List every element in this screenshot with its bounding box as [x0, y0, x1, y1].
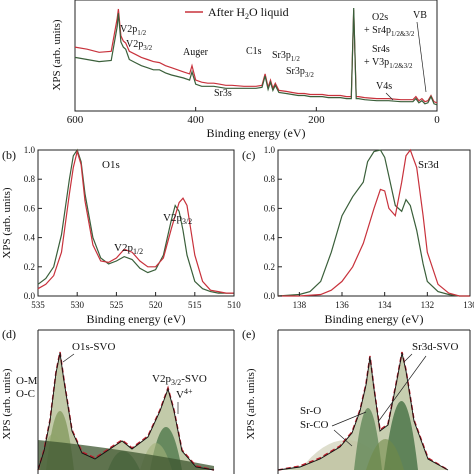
panel-e-component-sr-co — [366, 439, 404, 470]
panel-b-xtick-label: 530 — [70, 300, 84, 310]
panel-b-xtick-label: 535 — [31, 300, 45, 310]
panel-c-ytick-label: 0.6 — [264, 203, 276, 213]
panel-d-background — [38, 440, 214, 470]
panel-c-ticks: 138 136 134 132 130 0.0 0.2 0.4 0.6 0.8 1.0 — [264, 145, 474, 310]
panel-c-ytick-label: 0.8 — [264, 174, 276, 184]
panel-c-frame — [277, 149, 471, 297]
panel-d-tag: (d) — [2, 327, 16, 341]
panel-b-tag: (b) — [2, 148, 16, 162]
annot-v2p12: V2p1/2 — [120, 24, 147, 37]
panel-c-ytick-label: 0.4 — [264, 233, 276, 243]
panel-c: (c) 138 136 134 132 130 0.0 0.2 0.4 0.6 0.8 1.0 Bi… — [242, 145, 474, 326]
panel-c-series-line-0 — [277, 149, 470, 297]
panel-c-xtick-label: 130 — [463, 300, 474, 310]
annot-v4: V4+ — [176, 387, 193, 401]
panel-a-xtick-label: 600 — [67, 114, 84, 126]
panel-b-xtick-label: 525 — [110, 300, 124, 310]
panel-b-ylabel: XPS (arb. units) — [1, 187, 13, 259]
annot-sr3d: Sr3d — [418, 159, 439, 171]
annot-b-v2p12: V2p1/2 — [114, 242, 143, 256]
annot-sr3d-svo-pointer-2 — [377, 355, 427, 423]
panel-a-xlabel: Binding energy (eV) — [206, 126, 305, 140]
annot-sr4p: + Sr4p1/2&3/2 — [364, 25, 415, 38]
annot-o2s: O2s — [372, 12, 388, 23]
panel-e: (e) XPS (arb. units) Sr3d-SVO Sr-O Sr-CO — [242, 327, 471, 474]
panel-b-ytick-label: 0.2 — [24, 262, 35, 272]
panel-b-frame — [37, 149, 235, 297]
annot-auger: Auger — [183, 47, 209, 58]
panel-a-series-line-1 — [74, 7, 438, 106]
panel-b-xlabel: Binding energy (eV) — [86, 312, 185, 326]
panel-e-ylabel: XPS (arb. units) — [245, 368, 257, 440]
annot-sr3p12: Sr3p1/2 — [272, 50, 300, 63]
panel-d: (d) XPS (arb. units) O1s-SVO O-M O-C V2p… — [1, 327, 235, 474]
panel-c-xtick-label: 134 — [378, 300, 392, 310]
panel-a-xtick-label: 400 — [187, 114, 204, 126]
panel-b-series-line-1 — [37, 149, 234, 294]
annot-o1s: O1s — [102, 159, 120, 171]
panel-b-ytick-label: 1.0 — [24, 145, 36, 155]
panel-a: 600 400 200 0 XPS (arb. units) Binding ener… — [51, 0, 440, 140]
panel-b-ytick-label: 0.4 — [24, 233, 36, 243]
panel-c-ytick-label: 0.2 — [264, 262, 275, 272]
annot-d-v2p32: V2p3/2-SVO — [152, 373, 207, 387]
panel-c-xtick-label: 132 — [421, 300, 435, 310]
panel-c-tag: (c) — [242, 148, 255, 162]
annot-v4s: V4s — [376, 81, 392, 92]
panel-d-ylabel: XPS (arb. units) — [1, 368, 13, 440]
panel-c-xtick-label: 136 — [335, 300, 349, 310]
annot-v2p32: V2p3/2 — [126, 39, 153, 52]
annot-vb-pointer — [416, 21, 427, 93]
panel-c-series-line-1 — [278, 148, 470, 297]
panel-b-xtick-label: 510 — [227, 300, 241, 310]
annot-v4s-pointer — [385, 92, 394, 101]
annot-oc: O-C — [16, 388, 35, 400]
annot-sr3s: Sr3s — [214, 88, 232, 99]
panel-b-ticks: 535 530 525 520 515 510 0.0 0.2 0.4 0.6 0.8 1.0 — [24, 145, 242, 310]
annot-o1s-svo: O1s-SVO — [72, 341, 115, 353]
annot-sr-co-pointer — [331, 411, 367, 427]
panel-a-frame — [74, 0, 438, 112]
panel-a-ylabel: XPS (arb. units) — [51, 19, 63, 91]
annot-sr4s: Sr4s — [372, 44, 390, 55]
panel-b-ytick-label: 0.6 — [24, 203, 36, 213]
annot-sr-co: Sr-CO — [300, 419, 329, 431]
panel-b: (b) 535 530 525 520 515 510 0.0 0.2 0.4 0.6 0.8 1.0… — [1, 145, 241, 326]
panel-b-ytick-label: 0.8 — [24, 174, 36, 184]
annot-o1s-svo-pointer — [62, 353, 75, 363]
panel-c-xlabel: Binding energy (eV) — [324, 312, 423, 326]
panel-a-legend-label: After H2O liquid — [208, 5, 289, 21]
annot-sr3p32: Sr3p3/2 — [286, 66, 314, 79]
panel-c-xtick-label: 138 — [293, 300, 307, 310]
annot-sr3d-svo: Sr3d-SVO — [412, 341, 459, 353]
panel-b-series-line-0 — [37, 148, 234, 294]
annot-om: O-M — [16, 375, 38, 387]
annot-v3p: + V3p1/2&3/2 — [364, 57, 413, 70]
panel-d-data-trace — [37, 352, 215, 471]
panel-b-xtick-label: 520 — [149, 300, 163, 310]
panel-b-series-group — [37, 148, 234, 294]
panel-a-ticks: 600 400 200 0 — [67, 107, 440, 126]
panel-a-xtick-label: 0 — [434, 114, 440, 126]
panel-c-series-group — [277, 148, 470, 297]
panel-b-ytick-label: 0.0 — [24, 291, 36, 301]
annot-sr-co-pointer-2 — [333, 429, 353, 447]
annot-vb: VB — [413, 10, 427, 21]
panel-a-series-line-0 — [74, 8, 438, 104]
annot-sr-o: Sr-O — [300, 405, 321, 417]
panel-e-tag: (e) — [242, 327, 255, 341]
annot-sr3d-svo-pointer — [403, 353, 413, 363]
panel-a-series-group — [74, 7, 438, 106]
annot-c1s: C1s — [246, 46, 262, 57]
panel-e-data-trace — [277, 352, 449, 471]
panel-a-xtick-label: 200 — [308, 114, 325, 126]
panel-c-ytick-label: 1.0 — [264, 145, 276, 155]
panel-c-ytick-label: 0.0 — [264, 291, 276, 301]
panel-b-xtick-label: 515 — [188, 300, 202, 310]
